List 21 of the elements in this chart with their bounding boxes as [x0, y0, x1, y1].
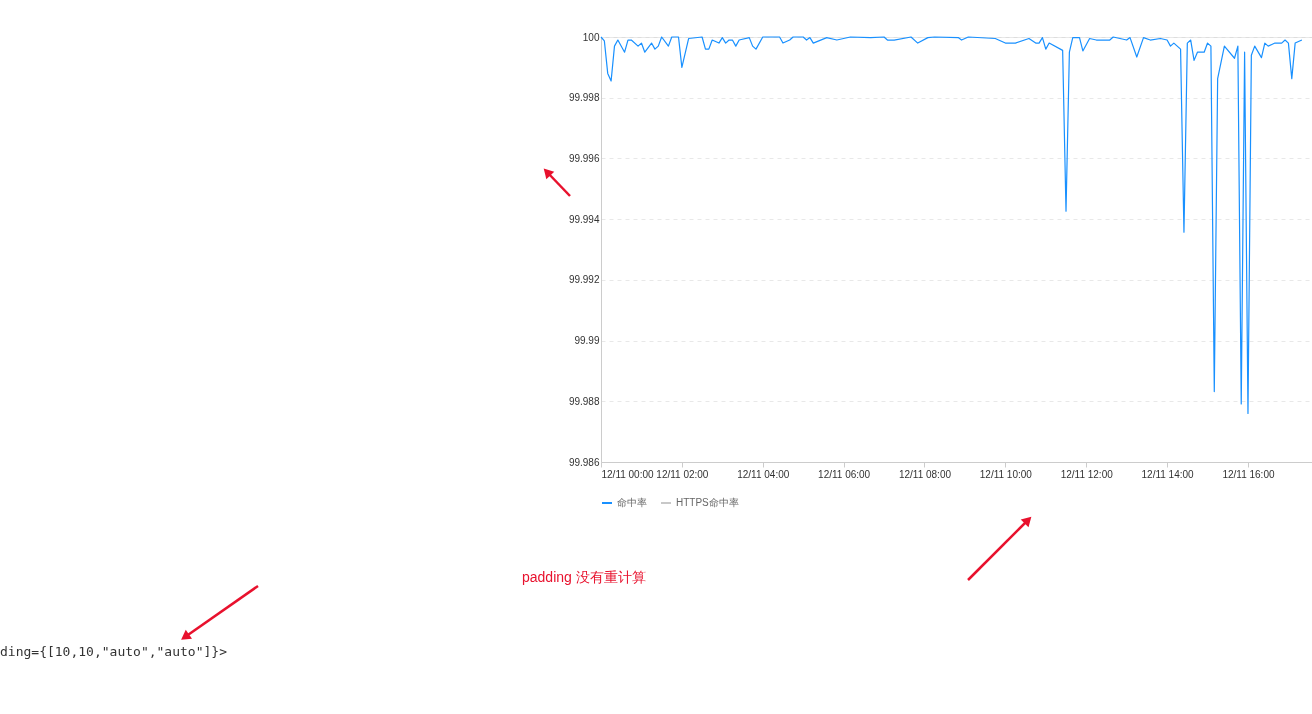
x-tick-label: 12/11 14:00: [1141, 468, 1195, 480]
x-tick-label: 12/11 06:00: [818, 468, 871, 480]
x-tick-label: 12/11 04:00: [737, 468, 790, 480]
x-tick-label: 12/11 02:00: [656, 468, 709, 480]
legend-label: 命中率: [617, 497, 647, 508]
legend-label: HTTPS命中率: [676, 497, 739, 508]
y-tick-label: 99.996: [568, 152, 600, 164]
text: padding 没有重计算: [522, 569, 646, 585]
x-tick-label: 12/11 08:00: [898, 468, 952, 480]
y-tick-label: 99.998: [568, 92, 600, 104]
x-tick-label: 12/11 16:00: [1222, 468, 1275, 480]
y-tick-label: 99.994: [568, 213, 600, 225]
x-tick-label: 12/11 12:00: [1060, 468, 1114, 480]
y-tick-label: 99.988: [568, 395, 600, 407]
x-tick-label: 12/11 00:00: [601, 468, 655, 480]
y-tick-label: 100: [582, 31, 600, 43]
x-tick-label: 12/11 10:00: [979, 468, 1033, 480]
y-tick-label: 99.992: [568, 274, 600, 286]
text: ding={[10,10,"auto","auto"]}>: [0, 644, 228, 659]
y-tick-label: 99.986: [568, 456, 600, 468]
y-tick-label: 99.99: [574, 335, 600, 347]
